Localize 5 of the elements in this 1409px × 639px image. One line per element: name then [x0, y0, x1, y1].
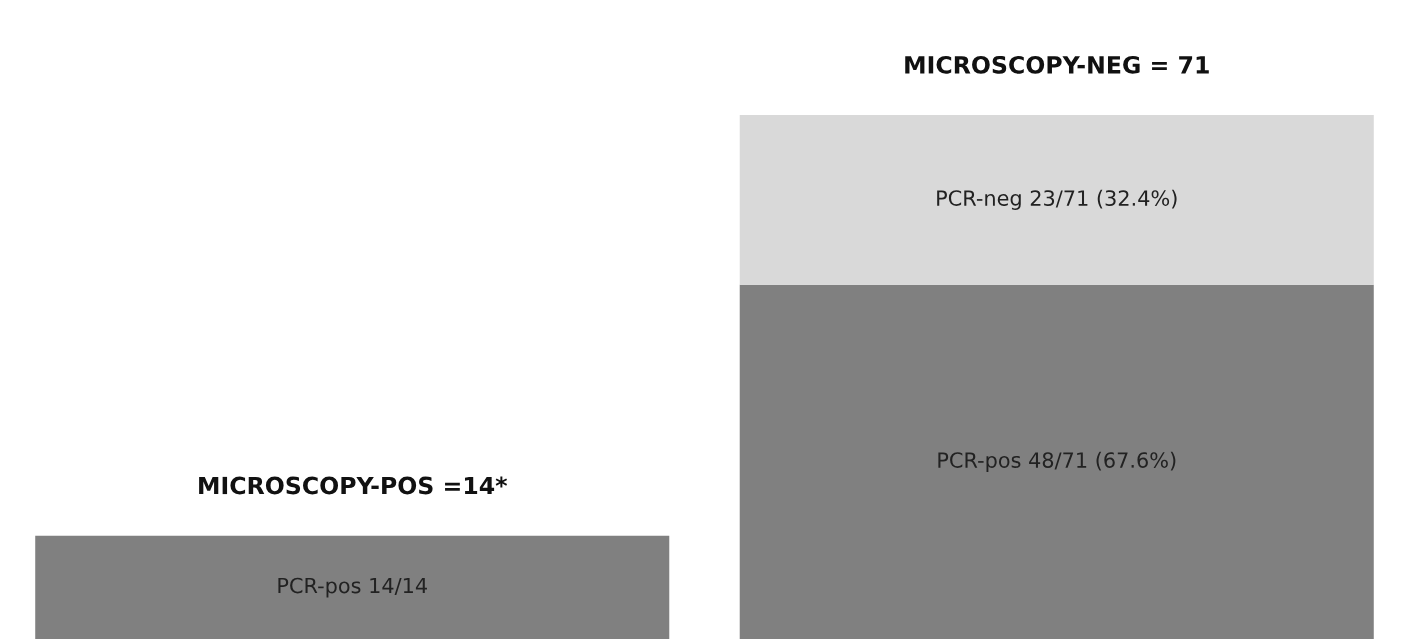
- data-label: PCR-pos 48/71 (67.6%): [938, 451, 1176, 472]
- total-label: MICROSCOPY-NEG = 71: [905, 55, 1209, 74]
- data-label: PCR-neg 23/71 (32.4%): [937, 189, 1177, 210]
- total-label: MICROSCOPY-POS =14*: [199, 476, 508, 495]
- data-label: PCR-pos 14/14: [278, 577, 427, 598]
